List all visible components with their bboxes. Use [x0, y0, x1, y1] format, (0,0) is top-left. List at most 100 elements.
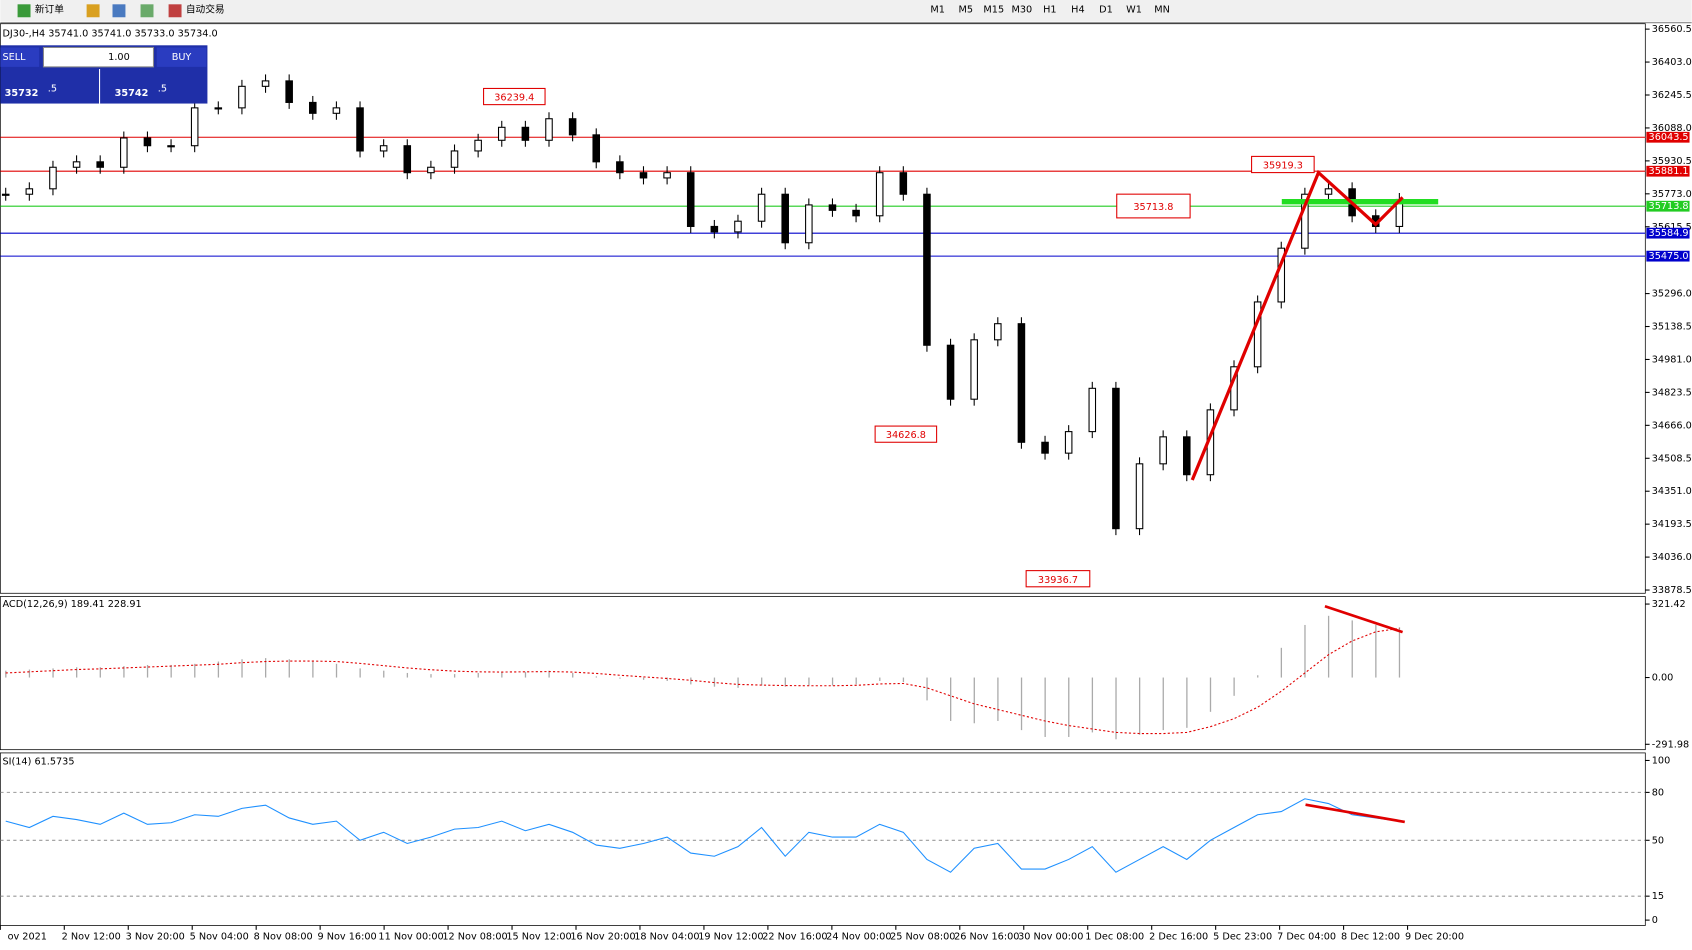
macd-bar — [359, 668, 361, 678]
auto-trading-button[interactable]: 自动交易 — [186, 3, 225, 16]
x-tick-label: 5 Nov 04:00 — [190, 931, 249, 942]
timeframe-button[interactable]: D1 — [1099, 5, 1113, 16]
macd-bar — [1233, 677, 1235, 696]
lot-input[interactable] — [42, 46, 155, 68]
x-tick-label: 24 Nov 00:00 — [826, 931, 891, 942]
timeframe-button[interactable]: H4 — [1071, 5, 1084, 16]
y-tick-label: 36088.0 — [1652, 123, 1692, 134]
macd-bar — [406, 672, 409, 678]
x-tick-label: 18 Nov 04:00 — [634, 931, 699, 942]
x-tick-label: 9 Nov 16:00 — [318, 931, 377, 942]
macd-bar — [335, 663, 338, 678]
x-tick-label: ov 2021 — [8, 931, 47, 942]
timeframe-button[interactable]: MN — [1154, 5, 1170, 16]
candle — [120, 137, 128, 168]
sell-price[interactable]: 35732 — [5, 88, 39, 99]
macd-bar — [28, 669, 31, 678]
candle — [828, 204, 837, 211]
macd-bar — [831, 677, 834, 686]
candle — [427, 166, 435, 174]
candle — [96, 161, 104, 168]
candle — [143, 137, 152, 147]
timeframe-button[interactable]: M1 — [930, 5, 945, 16]
macd-bar — [855, 677, 857, 685]
timeframe-button[interactable]: M5 — [958, 5, 973, 16]
candle — [309, 101, 317, 114]
macd-bar — [477, 672, 479, 678]
candle — [497, 126, 506, 141]
macd-bar — [383, 670, 385, 678]
candle — [875, 172, 884, 217]
macd-bar — [950, 677, 952, 721]
level-label: 35881.1 — [1649, 166, 1689, 177]
candle — [757, 193, 766, 222]
macd-bar — [99, 667, 101, 678]
macd-bar — [1186, 677, 1188, 728]
candle — [923, 193, 931, 346]
level-tag — [1646, 165, 1690, 177]
y-tick-label: 35773.0 — [1652, 189, 1692, 200]
buy-label[interactable]: BUY — [172, 52, 192, 63]
new-order-button[interactable]: 新订单 — [35, 3, 64, 16]
candle — [1301, 193, 1309, 249]
sell-button[interactable] — [0, 47, 40, 67]
x-tick-label: 15 Nov 12:00 — [506, 931, 571, 942]
y-tick-label: 34981.0 — [1652, 354, 1692, 365]
candle — [450, 150, 459, 168]
macd-bar — [666, 677, 668, 681]
candle — [781, 193, 789, 244]
toolbar-icon[interactable] — [86, 4, 100, 18]
buy-pips[interactable]: .5 — [158, 83, 167, 94]
macd-bar — [1138, 677, 1141, 735]
x-tick-label: 3 Nov 20:00 — [126, 931, 185, 942]
y-tick-label: -291.98 — [1652, 739, 1689, 750]
candle — [214, 107, 223, 110]
macd-bar — [430, 674, 432, 678]
timeframe-button[interactable]: W1 — [1126, 5, 1142, 16]
macd-bar — [713, 677, 716, 687]
buy-button[interactable] — [156, 47, 207, 67]
macd-bar — [1398, 627, 1401, 678]
macd-bar — [241, 659, 243, 678]
macd-bar — [265, 658, 267, 678]
candle — [663, 172, 671, 179]
macd-bar — [170, 664, 172, 678]
level-tag — [1646, 131, 1690, 143]
toolbar-icon[interactable] — [112, 4, 126, 18]
candle — [946, 344, 955, 400]
price-annotation: 35919.3 — [1263, 161, 1303, 172]
macd-bar — [1091, 677, 1094, 733]
sell-label[interactable]: SELL — [2, 52, 26, 63]
candle — [1017, 323, 1026, 443]
buy-price[interactable]: 35742 — [115, 88, 149, 99]
macd-bar — [5, 670, 7, 678]
y-tick-label: 35615.5 — [1652, 222, 1692, 233]
x-tick-label: 7 Dec 04:00 — [1277, 931, 1336, 942]
auto-trading-icon[interactable] — [168, 4, 182, 18]
sell-pips[interactable]: .5 — [48, 83, 57, 94]
candle — [1112, 387, 1120, 530]
timeframe-button[interactable]: M30 — [1011, 5, 1032, 16]
macd-bar — [784, 677, 786, 687]
timeframe-button[interactable]: M15 — [983, 5, 1004, 16]
level-tag — [1646, 250, 1690, 262]
macd-bar — [1044, 677, 1046, 737]
x-tick-label: 19 Nov 12:00 — [698, 931, 763, 942]
y-tick-label: 34508.5 — [1652, 453, 1692, 464]
macd-bar — [288, 659, 290, 678]
new-order-icon[interactable] — [17, 4, 31, 18]
macd-bar — [1068, 677, 1070, 737]
candle — [1088, 387, 1097, 433]
candle — [521, 126, 530, 141]
toolbar-icon[interactable] — [140, 4, 154, 18]
macd-bar — [973, 677, 975, 724]
macd-bar — [1209, 677, 1212, 712]
y-tick-label: 0.00 — [1652, 673, 1674, 684]
lot-value[interactable]: 1.00 — [108, 52, 130, 63]
candle — [1324, 188, 1333, 195]
price-annotation-box — [483, 87, 546, 106]
timeframe-button[interactable]: H1 — [1043, 5, 1056, 16]
candle — [1182, 436, 1191, 476]
candle — [1135, 463, 1144, 530]
